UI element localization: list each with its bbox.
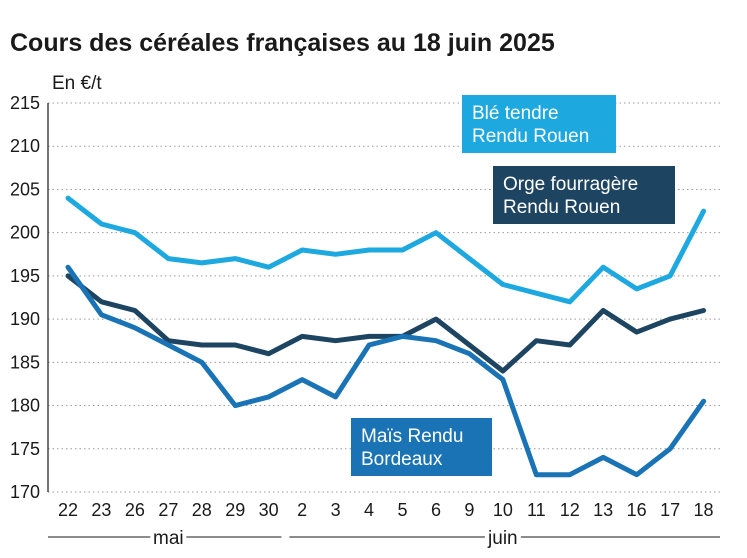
series-label-box-2 bbox=[351, 418, 492, 476]
month-label: juin bbox=[487, 528, 518, 549]
x-tick-label: 28 bbox=[192, 500, 212, 520]
x-tick-label: 16 bbox=[627, 500, 647, 520]
series-label-box-0 bbox=[462, 95, 616, 153]
x-tick-label: 30 bbox=[259, 500, 279, 520]
x-tick-label: 27 bbox=[158, 500, 178, 520]
x-axis-ticks: 22 23 26 27 28 29 30 2 3 4 5 6 9 10 11 12 13 16 17 18 bbox=[58, 500, 714, 520]
y-tick-label: 200 bbox=[10, 223, 40, 243]
x-tick-label: 18 bbox=[694, 500, 714, 520]
month-labels: mai juin bbox=[48, 528, 720, 549]
x-tick-label: 26 bbox=[125, 500, 145, 520]
series-label-text: Rendu Rouen bbox=[472, 126, 589, 147]
y-tick-label: 195 bbox=[10, 266, 40, 286]
series-line-1 bbox=[65, 273, 707, 374]
x-tick-label: 3 bbox=[331, 500, 341, 520]
y-axis-ticks: 170 175 180 185 190 195 200 205 210 215 bbox=[10, 93, 40, 502]
x-tick-label: 17 bbox=[660, 500, 680, 520]
gridlines bbox=[47, 102, 720, 493]
series-line-2 bbox=[65, 264, 707, 478]
x-tick-label: 9 bbox=[464, 500, 474, 520]
y-tick-label: 205 bbox=[10, 179, 40, 199]
y-tick-label: 210 bbox=[10, 136, 40, 156]
series-label-box-1 bbox=[493, 166, 675, 224]
x-tick-label: 5 bbox=[397, 500, 407, 520]
series-label-text: Blé tendre bbox=[472, 103, 559, 124]
y-tick-label: 185 bbox=[10, 352, 40, 372]
series-line-0 bbox=[65, 195, 707, 305]
x-tick-label: 29 bbox=[225, 500, 245, 520]
series-label-text: Bordeaux bbox=[361, 449, 443, 470]
series-label-text: Orge fourragère bbox=[503, 174, 638, 195]
x-tick-label: 23 bbox=[91, 500, 111, 520]
chart-title: Cours des céréales françaises au 18 juin… bbox=[10, 29, 555, 57]
y-axis-unit-label: En €/t bbox=[52, 73, 102, 94]
x-tick-label: 10 bbox=[493, 500, 513, 520]
y-tick-label: 215 bbox=[10, 93, 40, 113]
x-tick-label: 22 bbox=[58, 500, 78, 520]
x-tick-label: 11 bbox=[527, 500, 546, 520]
series-label-text: Maïs Rendu bbox=[361, 426, 463, 447]
x-tick-label: 4 bbox=[364, 500, 374, 520]
x-tick-label: 6 bbox=[431, 500, 441, 520]
y-tick-label: 180 bbox=[10, 396, 40, 416]
y-tick-label: 170 bbox=[10, 482, 40, 502]
month-label: mai bbox=[153, 528, 184, 549]
x-tick-label: 2 bbox=[297, 500, 307, 520]
y-tick-label: 190 bbox=[10, 309, 40, 329]
series-lines bbox=[65, 195, 707, 478]
x-tick-label: 12 bbox=[560, 500, 580, 520]
series-label-text: Rendu Rouen bbox=[503, 197, 620, 218]
y-tick-label: 175 bbox=[10, 439, 40, 459]
x-tick-label: 13 bbox=[593, 500, 613, 520]
